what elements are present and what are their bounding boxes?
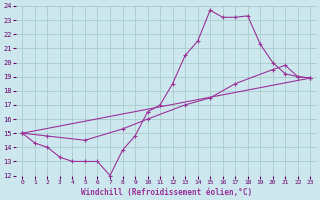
X-axis label: Windchill (Refroidissement éolien,°C): Windchill (Refroidissement éolien,°C) xyxy=(81,188,252,197)
